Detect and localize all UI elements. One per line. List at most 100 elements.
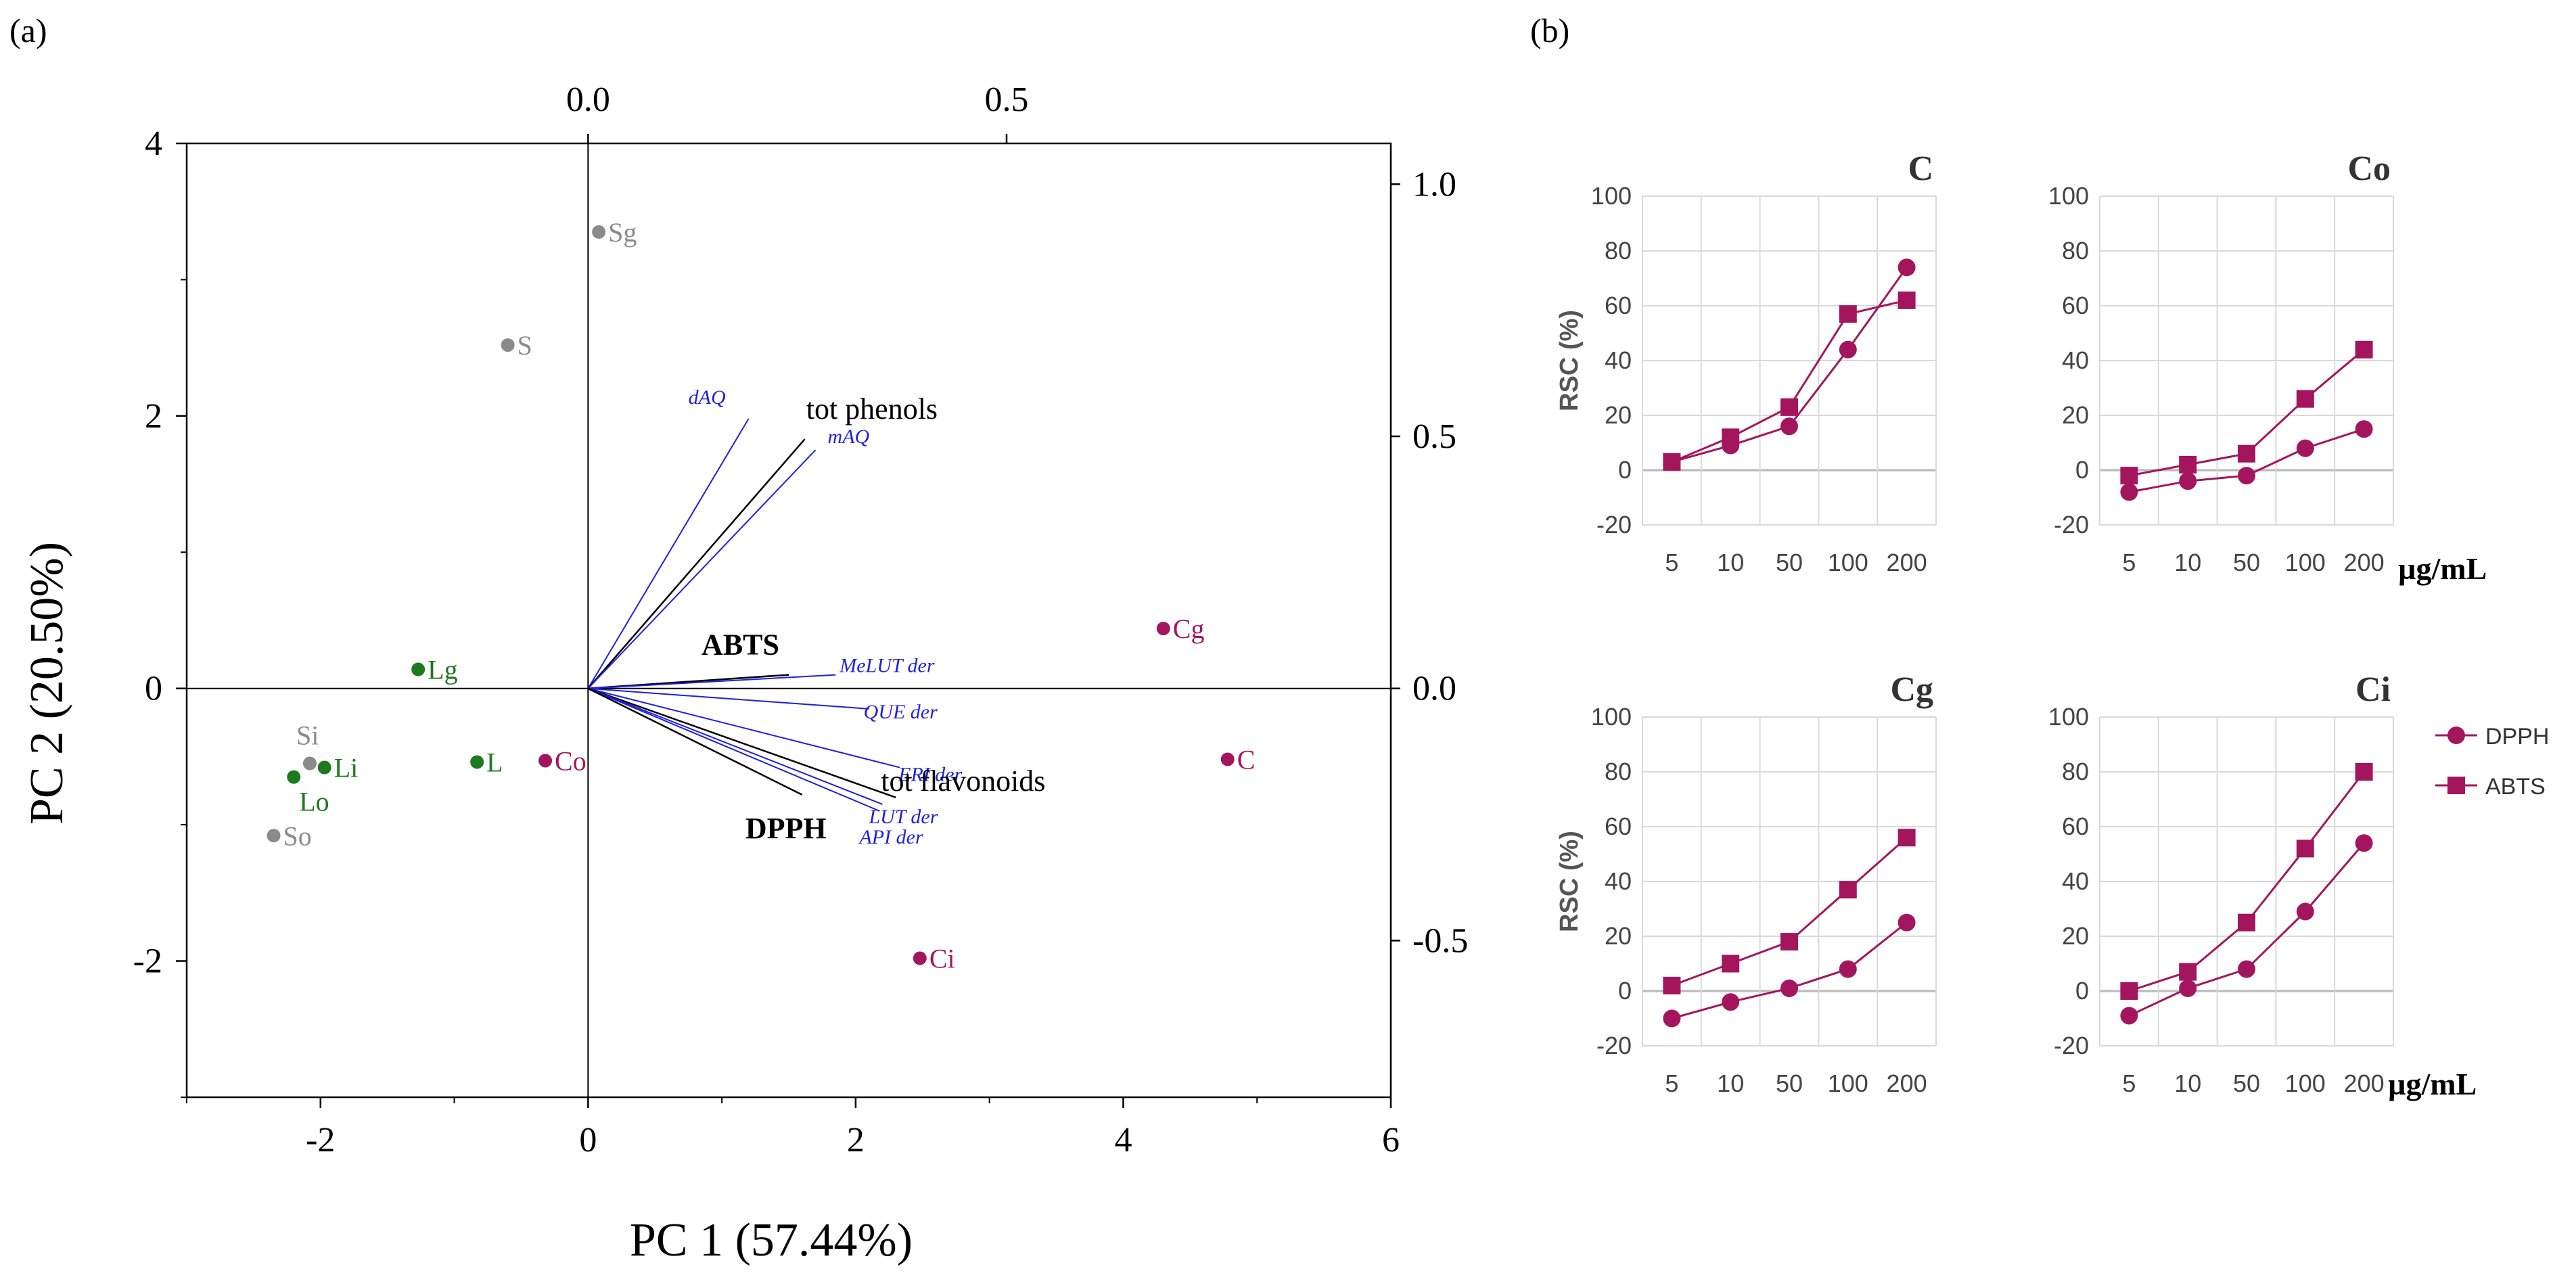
biplot-y-tick-label: -2 (133, 942, 162, 981)
rsc-point-dpph (2179, 979, 2197, 997)
rsc-y-tick-label: 20 (1605, 401, 1632, 429)
rsc-series-line-abts (1671, 299, 1907, 463)
biplot-x-tick-label: 0 (579, 1121, 597, 1159)
rsc-point-dpph (1839, 960, 1857, 978)
rsc-y-tick-label: 40 (2062, 867, 2089, 895)
rsc-point-abts (1839, 305, 1857, 323)
rsc-point-dpph (1780, 417, 1798, 436)
rsc-x-tick-label: 5 (2122, 1070, 2136, 1097)
rsc-y-tick-label: 20 (1605, 922, 1632, 950)
loading-label: QUE der (864, 701, 938, 723)
biplot-frame (185, 142, 1392, 1099)
rsc-point-abts (1780, 933, 1798, 951)
score-point (913, 951, 927, 965)
rsc-y-tick-label: -20 (2054, 1032, 2089, 1059)
rsc-y-tick-label: 100 (1591, 182, 1632, 210)
legend-label-dpph: DPPH (2485, 724, 2549, 750)
rsc-point-abts (1722, 428, 1740, 446)
rsc-x-tick-label: 10 (1717, 549, 1744, 576)
biplot-y-tick-label: 2 (145, 397, 162, 436)
biplot-right-tick-label: -0.5 (1412, 921, 1468, 960)
loading-label: mAQ (828, 426, 870, 448)
rsc-y-tick-label: 80 (2062, 758, 2089, 785)
rsc-point-abts (2179, 455, 2197, 474)
loading-label: ABTS (702, 628, 779, 662)
rsc-y-tick-label: 100 (2048, 703, 2089, 731)
rsc-chart-title: Co (2347, 150, 2391, 188)
loading-vector (588, 674, 836, 689)
score-point-label: Cg (1173, 614, 1205, 644)
biplot-right-tick-label: 1.0 (1412, 165, 1456, 204)
rsc-point-dpph (1839, 340, 1857, 359)
rsc-point-abts (2238, 913, 2255, 932)
score-point-label: Sg (608, 217, 637, 248)
rsc-y-axis-title: RSC (%) (1555, 310, 1584, 411)
rsc-x-tick-label: 100 (2285, 549, 2326, 576)
legend: DPPH ABTS (2435, 724, 2549, 800)
rsc-point-abts (1839, 881, 1857, 899)
loading-vector (587, 687, 883, 805)
loading-label: API der (858, 826, 923, 848)
rsc-chart-Co: Co -20 0 20 40 60 80 100 5 10 50 100 200 (2048, 150, 2394, 576)
rsc-point-dpph (2238, 467, 2255, 485)
score-point-label: Ci (929, 944, 955, 974)
rsc-point-dpph (1898, 258, 1916, 277)
rsc-chart-title: C (1908, 150, 1933, 188)
biplot-y-axis-title: PC 2 (20.50%) (21, 542, 73, 825)
rsc-series-line-abts (1671, 837, 1908, 987)
rsc-x-tick-label: 100 (2285, 1070, 2326, 1097)
score-point-label: Lo (299, 787, 329, 817)
rsc-x-tick-label: 50 (2233, 549, 2260, 576)
score-point-label: Li (334, 753, 359, 783)
rsc-y-tick-label: 0 (2075, 456, 2089, 484)
rsc-x-tick-label: 50 (2233, 1070, 2260, 1097)
score-point (538, 754, 553, 768)
score-point-label: C (1237, 744, 1256, 775)
score-point (501, 338, 515, 352)
rsc-y-tick-label: 60 (2062, 292, 2089, 319)
loading-label: dAQ (689, 386, 726, 409)
rsc-point-abts (1898, 291, 1916, 309)
pca-biplot: -2 0 2 4 6 -2 0 2 4 0.0 0.5 -0.5 0.0 0.5 1.0 dAQ tot ph… (21, 80, 1468, 1266)
rsc-point-abts (1663, 453, 1681, 471)
rsc-x-tick-label: 50 (1776, 549, 1803, 576)
rsc-chart-title: Ci (2355, 670, 2391, 709)
biplot-top-tick-label: 0.0 (566, 80, 610, 119)
rsc-chart-Ci: Ci -20 0 20 40 60 80 100 5 10 50 100 200 (2048, 670, 2394, 1097)
biplot-axes: -2 0 2 4 6 -2 0 2 4 0.0 0.5 -0.5 0.0 0.5 1.0 (133, 80, 1469, 1159)
rsc-y-tick-label: 80 (1605, 758, 1632, 785)
rsc-point-dpph (2179, 472, 2197, 490)
rsc-point-abts (2120, 982, 2138, 1000)
units-label-top: µg/mL (2398, 551, 2487, 586)
rsc-point-abts (1722, 954, 1740, 973)
score-point-label: L (486, 747, 503, 777)
rsc-y-tick-label: 40 (2062, 346, 2089, 374)
rsc-x-tick-label: 5 (1665, 549, 1678, 576)
rsc-point-abts (1780, 398, 1798, 416)
rsc-y-tick-label: 60 (1605, 812, 1632, 840)
loading-label: LUT der (868, 806, 938, 828)
loading-vector (587, 438, 806, 689)
rsc-x-tick-label: 10 (2174, 549, 2201, 576)
score-point (302, 756, 317, 770)
loading-label: tot phenols (806, 392, 938, 426)
rsc-y-tick-label: 80 (1605, 237, 1632, 264)
biplot-x-tick-label: 6 (1382, 1121, 1400, 1159)
rsc-x-tick-label: 10 (1717, 1070, 1744, 1097)
rsc-y-tick-label: 40 (1605, 867, 1632, 895)
units-label-bottom: µg/mL (2388, 1067, 2477, 1101)
legend-label-abts: ABTS (2485, 774, 2546, 800)
rsc-x-tick-label: 5 (1665, 1070, 1678, 1097)
rsc-x-tick-label: 100 (1828, 549, 1868, 576)
biplot-x-tick-label: -2 (306, 1121, 335, 1159)
rsc-point-abts (2179, 963, 2197, 981)
score-point-label: So (283, 821, 312, 851)
rsc-y-tick-label: -20 (2054, 511, 2089, 538)
score-point (411, 662, 426, 676)
loading-label: DPPH (745, 812, 827, 845)
score-point-label: Si (296, 720, 319, 751)
rsc-point-dpph (2296, 439, 2314, 457)
panel-label-b: (b) (1530, 12, 1569, 49)
